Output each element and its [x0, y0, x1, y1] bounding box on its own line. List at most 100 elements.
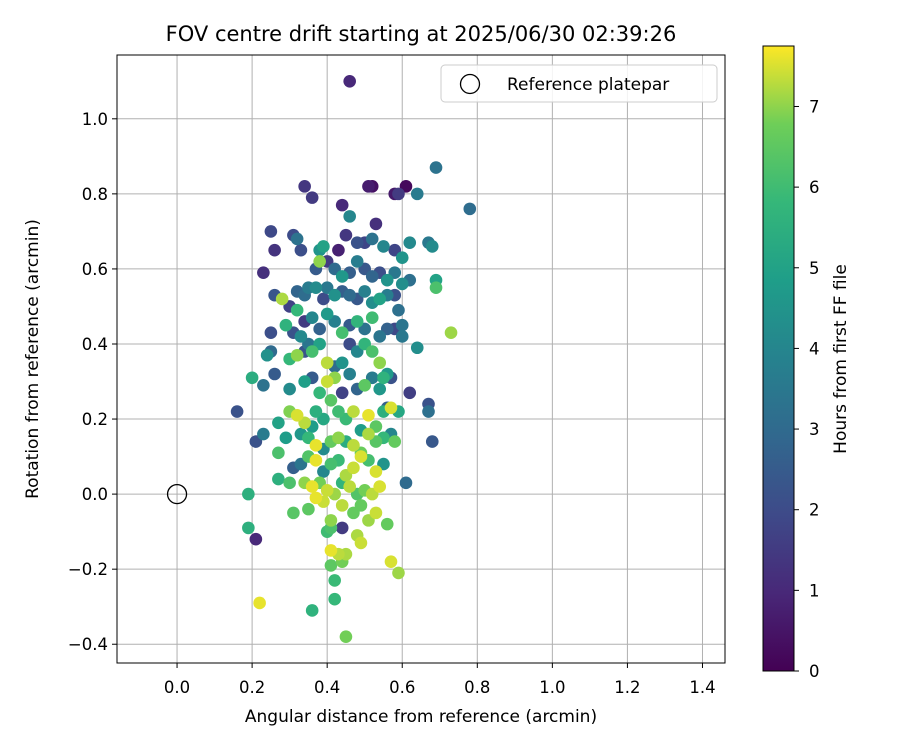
colorbar-tick-label: 2 — [809, 501, 820, 520]
data-point — [324, 457, 338, 471]
data-point — [429, 161, 443, 174]
data-point — [253, 596, 266, 610]
data-point — [347, 439, 360, 452]
data-point — [294, 243, 308, 257]
data-point — [380, 517, 394, 531]
x-tick-label: 1.0 — [539, 678, 565, 697]
data-point — [313, 322, 326, 336]
data-point — [384, 555, 398, 568]
x-tick-label: 0.6 — [389, 678, 415, 697]
data-point — [242, 487, 255, 501]
y-tick-label: 1.0 — [82, 110, 108, 129]
data-point — [313, 255, 326, 268]
legend: Reference platepar — [440, 64, 718, 103]
data-point — [275, 292, 289, 306]
data-point — [373, 356, 387, 370]
data-point — [429, 281, 443, 294]
data-point — [343, 480, 356, 493]
y-tick-label: 0.0 — [82, 485, 108, 504]
data-point — [354, 536, 368, 550]
y-axis-label: Rotation from reference (arcmin) — [23, 219, 43, 499]
data-point — [373, 292, 387, 306]
data-point — [410, 341, 424, 355]
data-point — [362, 180, 375, 193]
data-point — [313, 386, 326, 400]
data-point — [309, 439, 323, 452]
data-point — [399, 476, 413, 490]
data-point — [425, 435, 439, 448]
y-tick-label: 0.6 — [82, 260, 108, 279]
x-tick-label: 1.4 — [689, 678, 715, 697]
data-point — [444, 326, 458, 340]
data-point — [324, 559, 338, 572]
data-point — [302, 502, 315, 516]
data-point — [339, 228, 353, 242]
data-point — [380, 273, 394, 287]
plot-area — [117, 55, 725, 663]
data-point — [272, 472, 285, 486]
data-point — [354, 450, 368, 463]
data-point — [298, 180, 311, 193]
data-point — [392, 187, 405, 201]
data-point — [249, 532, 263, 546]
data-point — [283, 476, 296, 490]
legend-reference-label: Reference platepar — [507, 75, 669, 95]
data-point — [298, 375, 311, 388]
data-point — [425, 240, 439, 253]
data-point — [279, 318, 293, 332]
data-point — [268, 243, 281, 257]
plot-frame — [116, 54, 726, 664]
x-tick-label: 0.4 — [314, 678, 340, 697]
data-point — [328, 592, 341, 606]
data-point — [373, 480, 387, 493]
data-point — [388, 435, 402, 448]
data-point — [290, 232, 304, 246]
data-point — [335, 521, 349, 535]
data-point — [309, 491, 323, 505]
data-point — [309, 281, 323, 294]
data-point — [335, 270, 349, 283]
data-point — [369, 217, 383, 231]
data-point — [343, 288, 356, 302]
data-point — [365, 232, 379, 246]
colorbar — [762, 45, 795, 672]
data-point — [305, 191, 319, 204]
x-tick-label: 1.2 — [614, 678, 640, 697]
colorbar-label: Hours from first FF file — [831, 264, 851, 454]
data-point — [320, 375, 334, 388]
y-tick-label: −0.4 — [68, 635, 108, 654]
data-point — [410, 187, 424, 201]
data-point — [365, 270, 379, 283]
data-point — [272, 446, 285, 460]
data-point — [335, 499, 349, 512]
data-point — [328, 288, 341, 302]
data-point — [392, 303, 405, 317]
data-points — [230, 74, 477, 644]
y-tick-label: 0.2 — [82, 410, 108, 429]
data-point — [242, 521, 255, 535]
data-point — [272, 416, 285, 430]
data-point — [343, 367, 356, 381]
data-point — [264, 225, 278, 238]
data-point — [335, 326, 349, 340]
reference-platepar-marker — [166, 483, 188, 505]
data-point — [264, 326, 278, 340]
data-point — [343, 74, 356, 88]
data-point — [305, 604, 319, 617]
data-point — [335, 198, 349, 212]
colorbar-tick-label: 7 — [809, 97, 820, 116]
data-point — [230, 405, 244, 418]
data-point — [365, 345, 379, 358]
data-point — [347, 405, 360, 418]
data-point — [377, 240, 390, 253]
data-point — [305, 345, 319, 358]
y-tick-label: 0.4 — [82, 335, 108, 354]
colorbar-tick-label: 5 — [809, 259, 820, 278]
colorbar-tick-label: 4 — [809, 339, 820, 358]
y-tick-label: −0.2 — [68, 560, 108, 579]
data-point — [358, 285, 372, 298]
data-point — [324, 544, 338, 557]
data-point — [354, 499, 368, 512]
data-point — [339, 630, 353, 644]
